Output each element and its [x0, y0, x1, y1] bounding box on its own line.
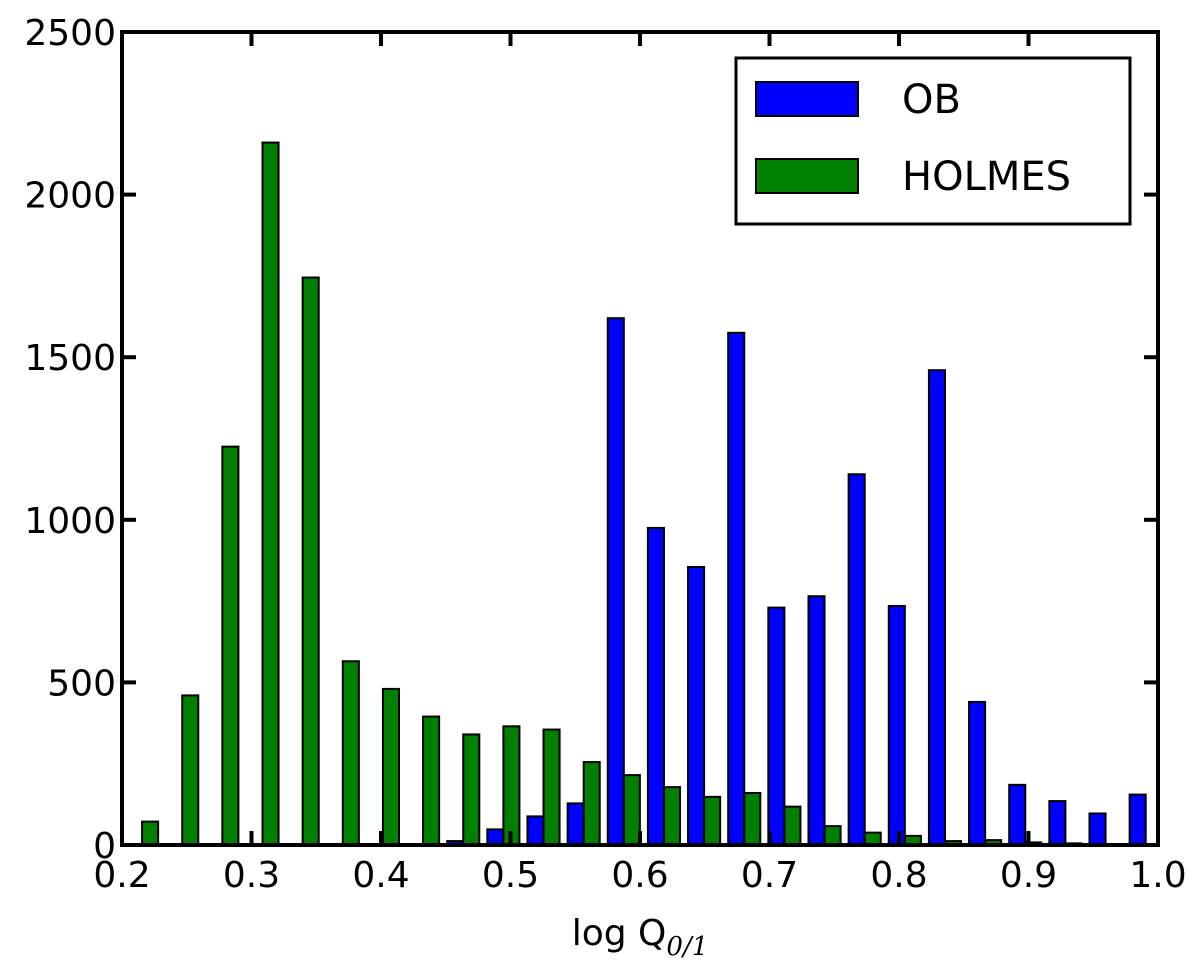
bar-holmes-11: [582, 761, 601, 845]
bar-holmes-6: [381, 687, 401, 845]
bar-ob-9: [486, 828, 505, 845]
tick-labels-group: 0.2 0.3 0.4 0.5 0.6 0.7 0.8 0.9 1.0 0 500 1000 1500 2…: [24, 13, 1186, 896]
bar-ob-24: [1088, 812, 1107, 845]
bar-holmes-12: [622, 774, 641, 845]
bar-holmes-16: [783, 805, 802, 845]
bar-ob-12: [606, 317, 625, 845]
y-tick-label: 500: [47, 663, 116, 704]
x-tick-label: 0.6: [611, 855, 668, 896]
x-tick-label: 0.8: [870, 855, 927, 896]
legend-swatch-holmes: [755, 158, 859, 194]
bar-holmes-15: [743, 791, 762, 845]
bar-holmes-5: [341, 660, 360, 845]
y-tick-label: 2000: [24, 176, 116, 217]
x-axis-label: log Q0/1: [572, 913, 709, 962]
legend-label-holmes: HOLMES: [902, 154, 1071, 200]
bar-ob-11: [566, 802, 585, 845]
bar-ob-21: [968, 700, 987, 845]
bar-holmes-1: [181, 694, 200, 845]
x-tick-label: 0.3: [223, 855, 280, 896]
bar-ob-16: [767, 606, 786, 845]
bar-holmes-4: [301, 276, 320, 845]
bar-holmes-7: [422, 715, 441, 845]
bar-holmes-0: [141, 820, 160, 845]
x-tick-label: 1.0: [1129, 855, 1186, 896]
bar-ob-15: [727, 331, 746, 845]
x-tick-label: 0.9: [1000, 855, 1057, 896]
y-tick-label: 2500: [24, 13, 116, 54]
bar-ob-13: [646, 526, 665, 845]
bar-holmes-9: [502, 725, 521, 845]
bar-ob-19: [887, 604, 906, 845]
x-tick-label: 0.5: [482, 855, 539, 896]
bar-ob-18: [847, 473, 866, 845]
x-tick-label: 0.2: [93, 855, 150, 896]
bar-holmes-8: [462, 733, 481, 845]
bar-holmes-2: [221, 445, 240, 845]
x-axis-label-subscript: 0/1: [666, 932, 708, 962]
bar-holmes-3: [261, 141, 280, 845]
bar-holmes-13: [662, 786, 682, 845]
bar-ob-10: [526, 815, 545, 845]
y-tick-label: 1500: [24, 338, 116, 379]
bar-holmes-10: [542, 728, 561, 845]
bar-ob-23: [1048, 800, 1067, 845]
bar-holmes-14: [703, 795, 722, 845]
y-tick-label: 0: [93, 826, 116, 867]
bar-ob-14: [687, 565, 706, 845]
x-tick-label: 0.4: [352, 855, 409, 896]
bars-group: [125, 141, 1158, 845]
bar-ob-22: [1008, 783, 1027, 845]
y-tick-label: 1000: [24, 501, 116, 542]
x-tick-label: 0.7: [741, 855, 798, 896]
bar-ob-25: [1128, 793, 1147, 845]
legend-label-ob: OB: [902, 77, 961, 123]
plot-frame: [120, 30, 1160, 847]
x-axis-label-main: log Q: [572, 913, 667, 954]
bar-ob-20: [927, 369, 946, 845]
bar-holmes-19: [903, 834, 922, 845]
legend-swatch-ob: [755, 81, 859, 117]
bar-holmes-21: [984, 839, 1003, 845]
bar-holmes-17: [823, 825, 842, 845]
bar-ob-17: [807, 595, 826, 845]
legend: OB HOLMES: [734, 56, 1132, 226]
